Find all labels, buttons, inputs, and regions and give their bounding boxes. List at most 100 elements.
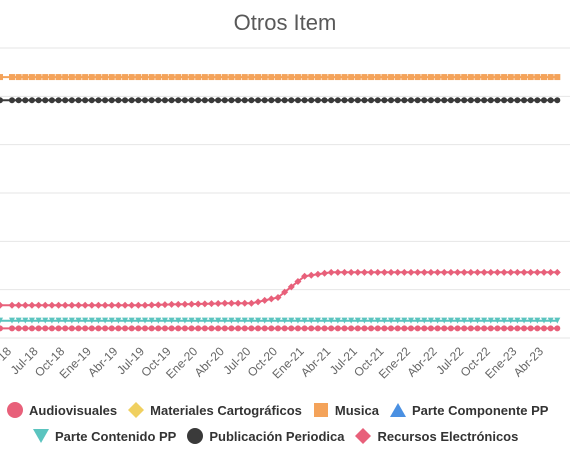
- data-point: [42, 325, 49, 332]
- data-point: [8, 301, 16, 309]
- data-point: [514, 317, 521, 324]
- data-point: [215, 325, 222, 332]
- data-point: [381, 97, 388, 104]
- data-point: [461, 97, 468, 104]
- data-point: [427, 74, 434, 81]
- data-point: [361, 325, 368, 332]
- data-point: [82, 74, 89, 81]
- data-point: [82, 325, 89, 332]
- data-point: [507, 317, 514, 324]
- data-point: [328, 325, 335, 332]
- data-point: [447, 74, 454, 81]
- data-point: [507, 97, 514, 104]
- data-point: [148, 325, 155, 332]
- data-point: [513, 268, 521, 276]
- data-point: [427, 268, 435, 276]
- data-point: [547, 268, 555, 276]
- data-point: [467, 317, 474, 324]
- data-point: [527, 74, 534, 81]
- data-point: [195, 325, 202, 332]
- data-point: [208, 317, 215, 324]
- data-point: [287, 283, 295, 291]
- data-point: [474, 325, 481, 332]
- data-point: [181, 74, 188, 81]
- data-point: [481, 74, 488, 81]
- data-point: [188, 317, 195, 324]
- data-point: [454, 268, 462, 276]
- data-point: [454, 325, 461, 332]
- data-point: [195, 97, 202, 104]
- data-point: [88, 97, 95, 104]
- data-point: [334, 317, 341, 324]
- data-point: [241, 325, 248, 332]
- data-point: [414, 268, 422, 276]
- data-point: [427, 325, 434, 332]
- data-point: [461, 325, 468, 332]
- data-point: [348, 317, 355, 324]
- data-point: [108, 97, 115, 104]
- data-point: [15, 325, 22, 332]
- data-point: [347, 268, 355, 276]
- legend-item-musica[interactable]: Musica: [312, 401, 379, 419]
- data-point: [494, 325, 501, 332]
- data-point: [235, 74, 242, 81]
- data-point: [301, 74, 308, 81]
- data-point: [122, 74, 129, 81]
- legend-item-parte-contenido-pp[interactable]: Parte Contenido PP: [32, 427, 176, 445]
- data-point: [414, 325, 421, 332]
- data-point: [68, 97, 75, 104]
- data-point: [394, 317, 401, 324]
- data-point: [441, 325, 448, 332]
- data-point: [447, 325, 454, 332]
- legend-item-materiales-cartograficos[interactable]: Materiales Cartográficos: [127, 401, 302, 419]
- data-point: [501, 317, 508, 324]
- data-point: [268, 317, 275, 324]
- data-point: [434, 97, 441, 104]
- legend-item-parte-componente-pp[interactable]: Parte Componente PP: [389, 401, 548, 419]
- data-point: [142, 97, 148, 104]
- data-point: [9, 325, 15, 332]
- data-point: [168, 97, 175, 104]
- data-point: [181, 97, 188, 104]
- data-point: [248, 97, 255, 104]
- data-point: [421, 325, 428, 332]
- data-point: [421, 74, 428, 81]
- data-point: [354, 97, 361, 104]
- data-point: [261, 97, 268, 104]
- data-point: [421, 317, 428, 324]
- data-point: [55, 74, 62, 81]
- data-point: [95, 97, 102, 104]
- data-point: [533, 268, 541, 276]
- data-point: [215, 317, 222, 324]
- data-point: [82, 317, 89, 324]
- data-point: [188, 300, 196, 308]
- legend-item-publicacion-periodica[interactable]: Publicación Periodica: [186, 427, 344, 445]
- data-point: [22, 317, 29, 324]
- legend-label: Materiales Cartográficos: [150, 402, 302, 418]
- data-point: [115, 97, 122, 104]
- data-point: [341, 268, 348, 276]
- data-point: [168, 325, 175, 332]
- data-point: [241, 97, 248, 104]
- data-point: [388, 97, 395, 104]
- data-point: [288, 325, 295, 332]
- data-point: [81, 301, 89, 309]
- data-point: [221, 74, 228, 81]
- data-point: [88, 325, 95, 332]
- data-point: [334, 74, 341, 81]
- data-point: [314, 317, 321, 324]
- data-point: [275, 325, 281, 332]
- data-point: [414, 317, 421, 324]
- data-point: [22, 325, 29, 332]
- data-point: [348, 325, 355, 332]
- legend-item-audiovisuales[interactable]: Audiovisuales: [6, 401, 117, 419]
- data-point: [341, 97, 348, 104]
- data-point: [434, 317, 441, 324]
- data-point: [228, 74, 235, 81]
- data-point: [15, 97, 22, 104]
- data-point: [541, 74, 547, 81]
- data-point: [494, 317, 501, 324]
- data-point: [407, 268, 415, 276]
- legend-item-recursos-electronicos[interactable]: Recursos Electrónicos: [354, 427, 518, 445]
- data-point: [388, 317, 395, 324]
